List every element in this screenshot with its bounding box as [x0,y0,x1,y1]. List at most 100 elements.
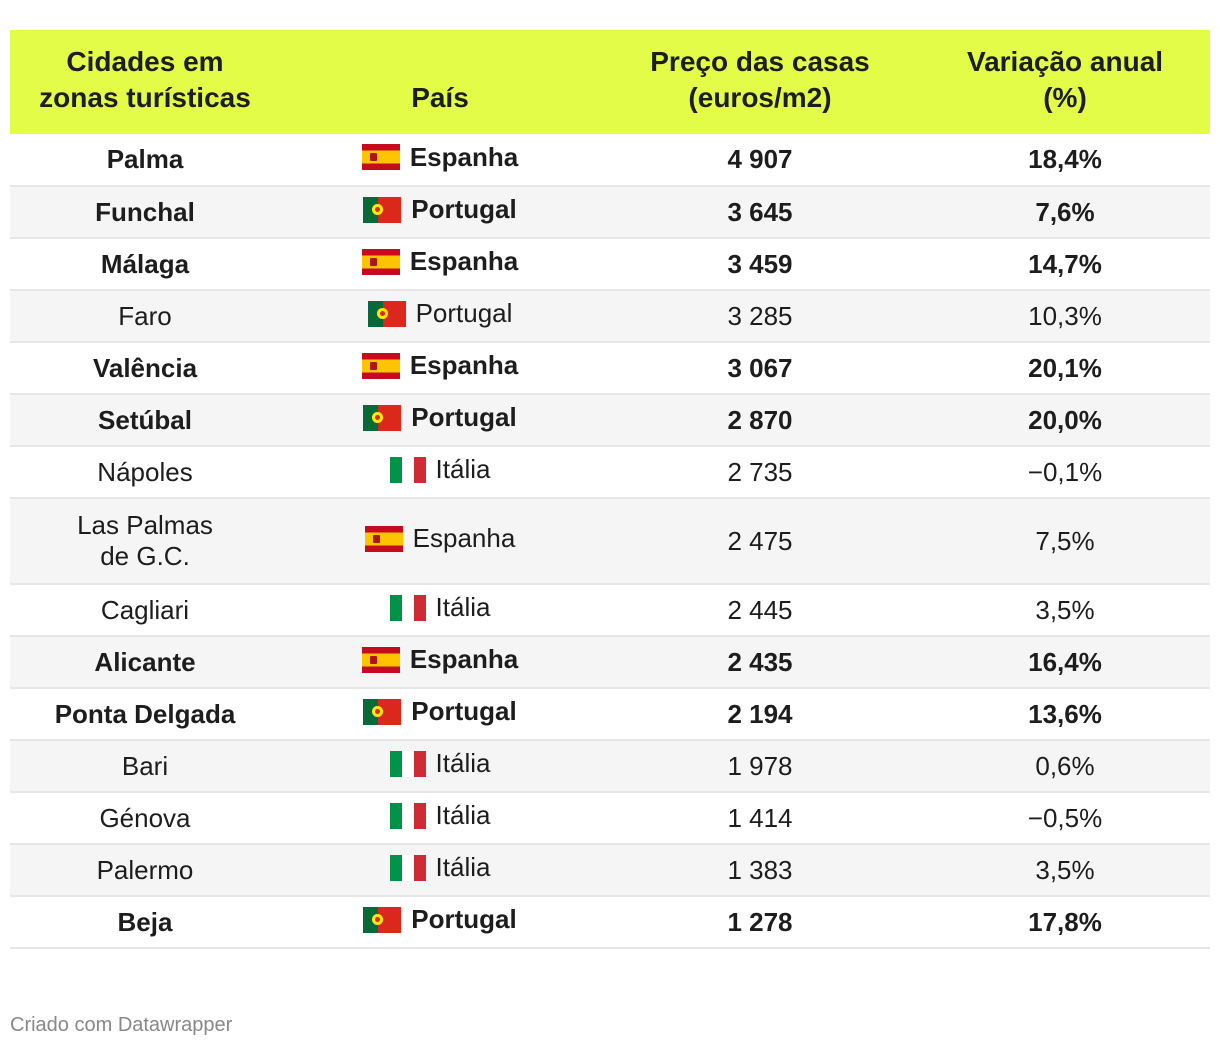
table-row: Nápoles Itália 2 735 −0,1% [10,446,1210,498]
italy-flag-icon [389,750,426,777]
cell-city: Valência [92,352,198,383]
country-name: Itália [435,592,491,623]
table-row: Palermo Itália 1 383 3,5% [10,844,1210,896]
cell-country: Itália [280,844,600,896]
table-body: Palma Espanha 4 907 18,4% Funchal Portugal 3 6… [10,134,1210,948]
cell-city: Faro [118,300,172,331]
cell-change: −0,1% [1027,456,1103,487]
country-with-flag: Portugal [363,194,517,225]
cell-country: Espanha [280,636,600,688]
cell-country: Itália [280,740,600,792]
country-with-flag: Espanha [361,350,519,381]
portugal-flag-icon [363,196,402,223]
cell-city: Las Palmas de G.C. [77,510,213,571]
country-name: Itália [435,454,491,485]
cell-change: −0,5% [1027,802,1103,833]
data-table: Cidades em zonas turísticas País Preço d… [10,30,1210,949]
spain-flag-icon [361,352,400,379]
cell-city: Málaga [100,248,190,279]
country-with-flag: Portugal [363,696,517,727]
cell-change: 17,8% [1028,906,1102,937]
cell-change: 14,7% [1028,248,1102,279]
country-with-flag: Itália [389,592,491,623]
country-name: Portugal [411,904,517,935]
cell-city: Nápoles [97,456,193,487]
country-name: Portugal [411,194,517,225]
cell-change: 10,3% [1028,300,1102,331]
cell-price: 3 459 [727,248,793,279]
cell-price: 2 735 [727,456,793,487]
cell-country: Portugal [280,186,600,238]
cell-price: 2 475 [727,525,793,556]
cell-price: 1 383 [727,854,793,885]
country-name: Espanha [409,141,519,172]
country-with-flag: Espanha [364,523,516,554]
header-change-line2: (%) [1043,82,1087,113]
spain-flag-icon [361,646,400,673]
country-with-flag: Espanha [361,644,519,675]
country-name: Portugal [411,696,517,727]
cell-city: Cagliari [100,594,190,625]
italy-flag-icon [389,854,426,881]
spain-flag-icon [364,525,403,552]
header-change[interactable]: Variação anual (%) [920,30,1210,134]
portugal-flag-icon [363,404,402,431]
cell-price: 1 978 [727,750,793,781]
header-city-line2: zonas turísticas [39,82,251,113]
cell-change: 18,4% [1028,144,1102,174]
cell-change: 3,5% [1035,854,1095,885]
cell-country: Portugal [280,394,600,446]
cell-country: Portugal [280,290,600,342]
header-city-line1: Cidades em [66,46,224,77]
cell-city: Alicante [94,646,196,677]
cell-change: 0,6% [1035,750,1095,781]
cell-price: 4 907 [727,144,793,174]
cell-country: Espanha [280,342,600,394]
italy-flag-icon [389,456,426,483]
country-name: Itália [435,800,491,831]
table-row: Funchal Portugal 3 645 7,6% [10,186,1210,238]
country-name: Espanha [409,350,519,381]
header-city[interactable]: Cidades em zonas turísticas [10,30,280,134]
cell-country: Espanha [280,134,600,186]
country-with-flag: Portugal [363,402,517,433]
cell-city: Génova [99,802,191,833]
table-row: Valência Espanha 3 067 20,1% [10,342,1210,394]
country-with-flag: Itália [389,748,490,779]
country-with-flag: Espanha [361,246,518,277]
cell-country: Itália [280,584,600,636]
cell-city: Beja [117,906,173,937]
spain-flag-icon [361,144,400,171]
cell-country: Espanha [280,238,600,290]
italy-flag-icon [389,802,426,829]
italy-flag-icon [389,594,426,621]
table-row: Alicante Espanha 2 435 16,4% [10,636,1210,688]
country-name: Espanha [409,644,519,675]
cell-country: Espanha [280,498,600,584]
cell-country: Portugal [280,896,600,948]
header-price-line1: Preço das casas [650,46,870,77]
table-row: Setúbal Portugal 2 870 20,0% [10,394,1210,446]
table-row: Bari Itália 1 978 0,6% [10,740,1210,792]
table-row: Cagliari Itália 2 445 3,5% [10,584,1210,636]
portugal-flag-icon [363,698,402,725]
country-with-flag: Espanha [361,141,519,173]
cell-change: 7,6% [1035,196,1095,227]
cell-price: 1 278 [727,906,793,937]
table-row: Génova Itália 1 414 −0,5% [10,792,1210,844]
header-price[interactable]: Preço das casas (euros/m2) [600,30,920,134]
cell-country: Itália [280,792,600,844]
header-country[interactable]: País [280,30,600,134]
cell-change: 20,1% [1028,352,1102,383]
cell-city: Palma [106,144,184,174]
cell-city: Funchal [95,196,195,227]
cell-price: 2 435 [727,646,793,677]
header-price-line2: (euros/m2) [688,82,832,113]
country-with-flag: Itália [389,800,491,831]
country-with-flag: Portugal [363,904,517,935]
cell-price: 1 414 [727,802,793,833]
cell-country: Itália [280,446,600,498]
country-name: Espanha [412,523,516,554]
cell-price: 2 445 [727,594,793,625]
table-header: Cidades em zonas turísticas País Preço d… [10,30,1210,134]
